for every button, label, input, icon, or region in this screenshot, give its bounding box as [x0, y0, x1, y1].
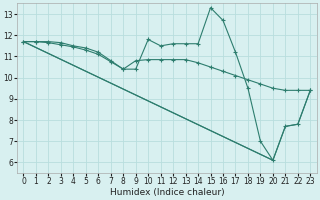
X-axis label: Humidex (Indice chaleur): Humidex (Indice chaleur): [109, 188, 224, 197]
